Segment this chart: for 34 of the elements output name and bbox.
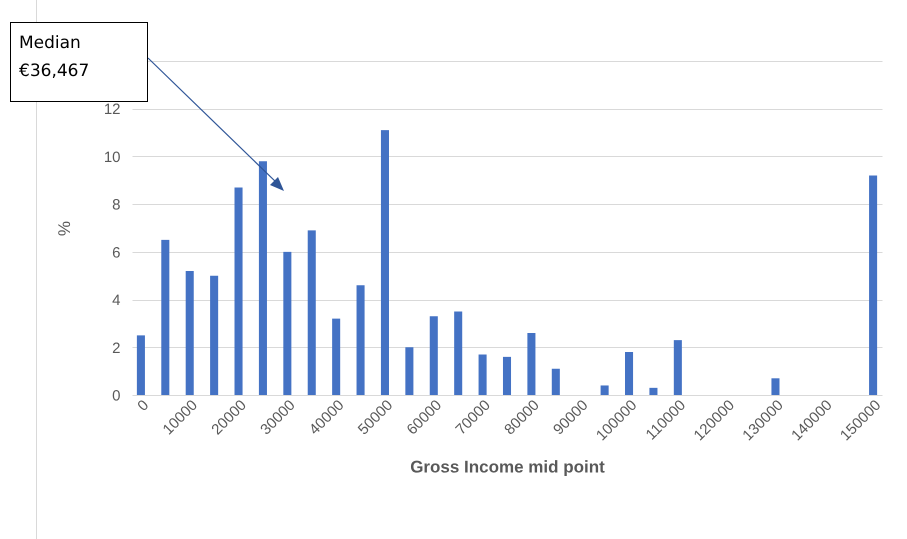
bar: [869, 176, 878, 395]
bar: [186, 270, 194, 395]
bar: [674, 340, 682, 395]
bar: [234, 187, 243, 395]
bar: [308, 230, 316, 395]
bar: [210, 276, 218, 395]
y-tick-label: 10: [104, 148, 120, 166]
bar: [625, 352, 634, 395]
bar: [332, 318, 340, 395]
bar: [405, 347, 414, 395]
y-tick-label: 6: [112, 244, 120, 262]
bar: [380, 130, 389, 395]
bar: [136, 335, 145, 395]
bar: [430, 316, 438, 395]
bar: [502, 356, 512, 395]
y-tick-label: 2: [112, 340, 120, 357]
y-tick-label: 4: [112, 292, 120, 310]
callout-box: Median €36,467: [10, 22, 148, 102]
bar: [771, 378, 780, 395]
x-tick-label: 0: [134, 396, 152, 415]
bar: [454, 312, 462, 395]
bar: [527, 332, 536, 395]
bar: [649, 388, 658, 395]
bar: [161, 240, 170, 395]
bar: [600, 385, 609, 395]
y-tick-label: 8: [112, 196, 120, 214]
bar: [552, 368, 560, 395]
y-tick-label: 12: [104, 101, 120, 118]
y-axis-title: %: [54, 220, 74, 236]
bar: [478, 354, 487, 395]
bar: [258, 161, 267, 395]
bar: [356, 285, 365, 395]
bar: [283, 252, 292, 395]
x-axis-title: Gross Income mid point: [410, 458, 606, 476]
